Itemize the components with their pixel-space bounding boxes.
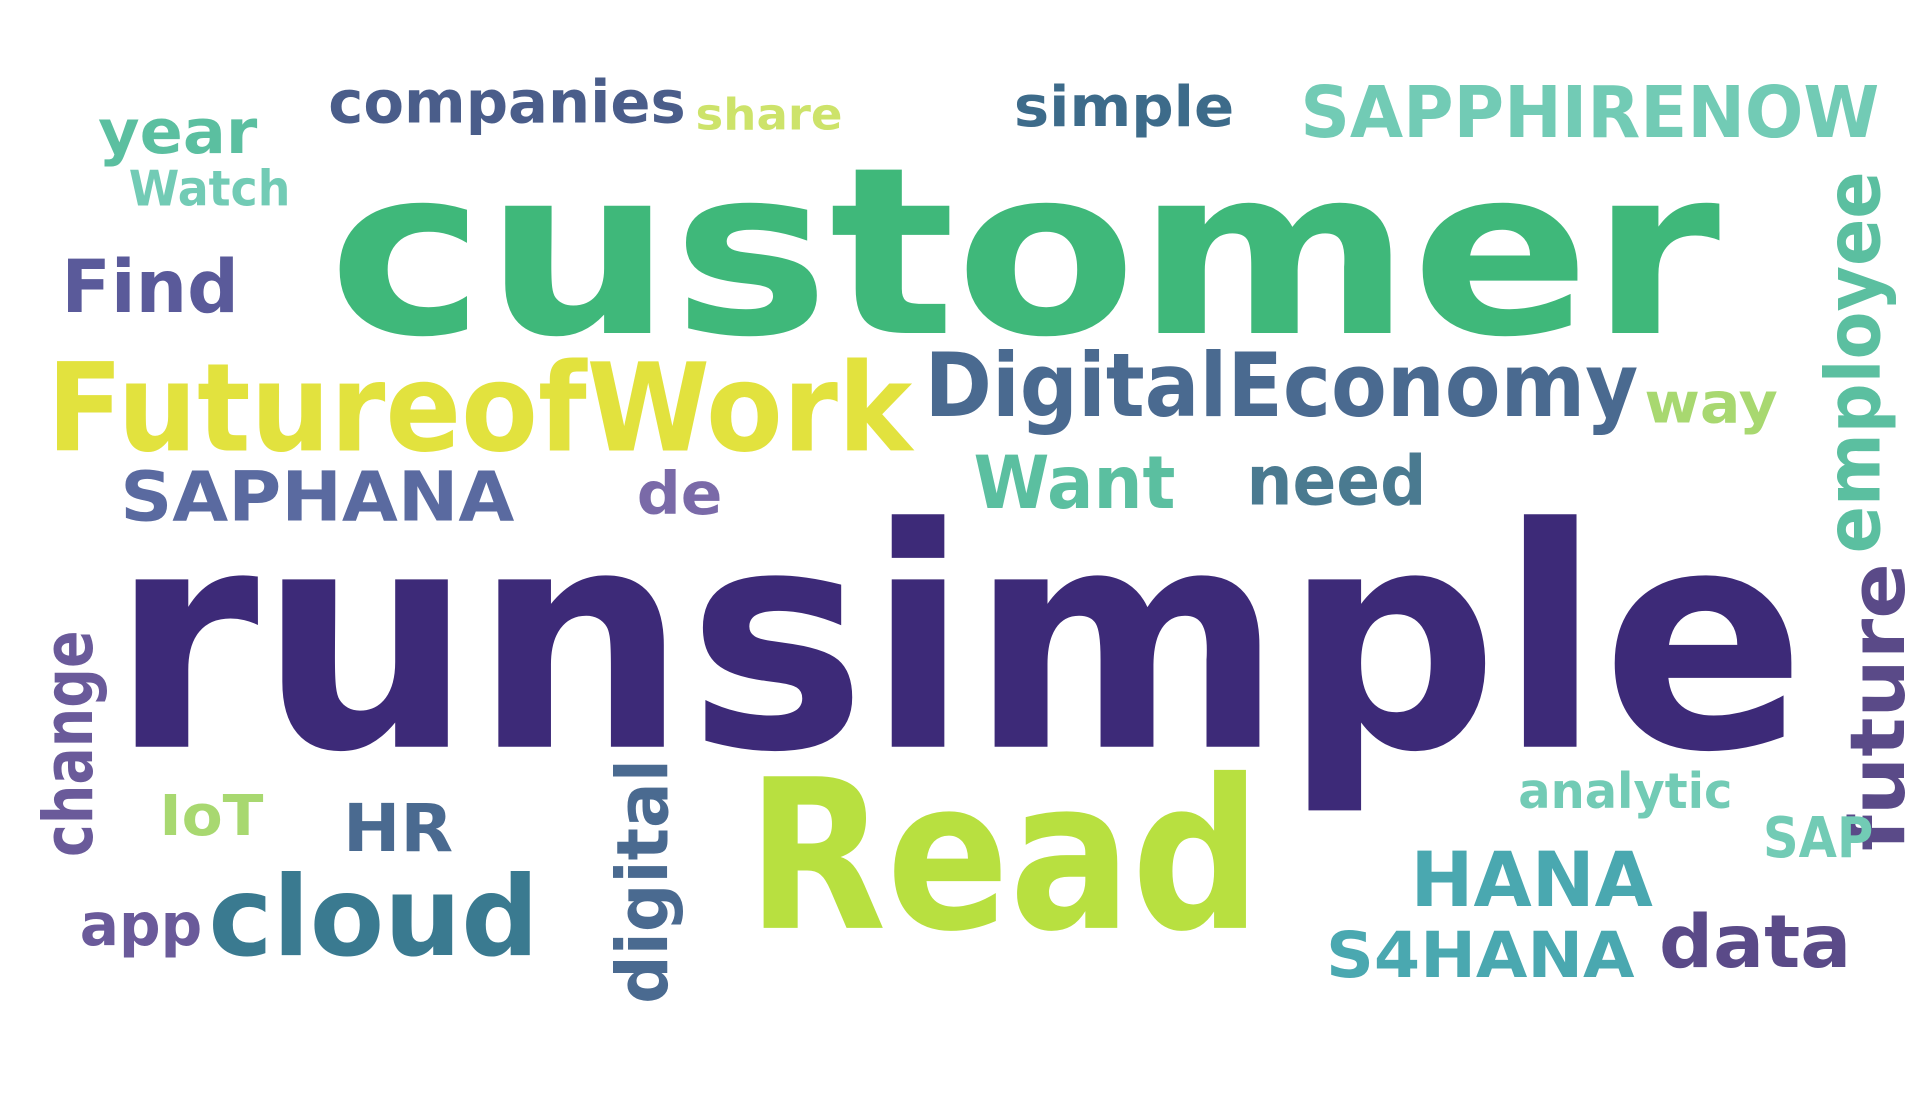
word: S4HANA [1326, 919, 1634, 993]
word: share [696, 90, 843, 141]
word: companies [328, 67, 685, 136]
word: employee [1809, 171, 1897, 553]
word: SAPHANA [120, 457, 514, 537]
word: Find [61, 245, 239, 330]
word: app [80, 890, 202, 959]
word: way [1644, 371, 1777, 436]
word: year [98, 97, 257, 168]
word: change [29, 630, 109, 856]
word: IoT [159, 784, 264, 849]
word: data [1659, 900, 1851, 985]
word: DigitalEconomy [924, 334, 1638, 437]
word: FutureofWork [47, 337, 915, 480]
word: HR [343, 790, 453, 867]
word: de [637, 459, 723, 528]
word: simple [1014, 75, 1234, 140]
word: analytic [1518, 763, 1732, 820]
word: HANA [1411, 836, 1654, 924]
word: SAP [1763, 806, 1873, 871]
word: customer [328, 117, 1720, 388]
word: runsimple [110, 464, 1806, 820]
word: Watch [129, 161, 291, 218]
word: need [1246, 441, 1426, 521]
word: digital [601, 759, 684, 1004]
word: cloud [208, 853, 539, 981]
word: SAPPHIRENOW [1300, 71, 1879, 154]
word: Read [747, 736, 1261, 978]
word: Want [973, 441, 1175, 526]
word: future [1834, 563, 1920, 851]
